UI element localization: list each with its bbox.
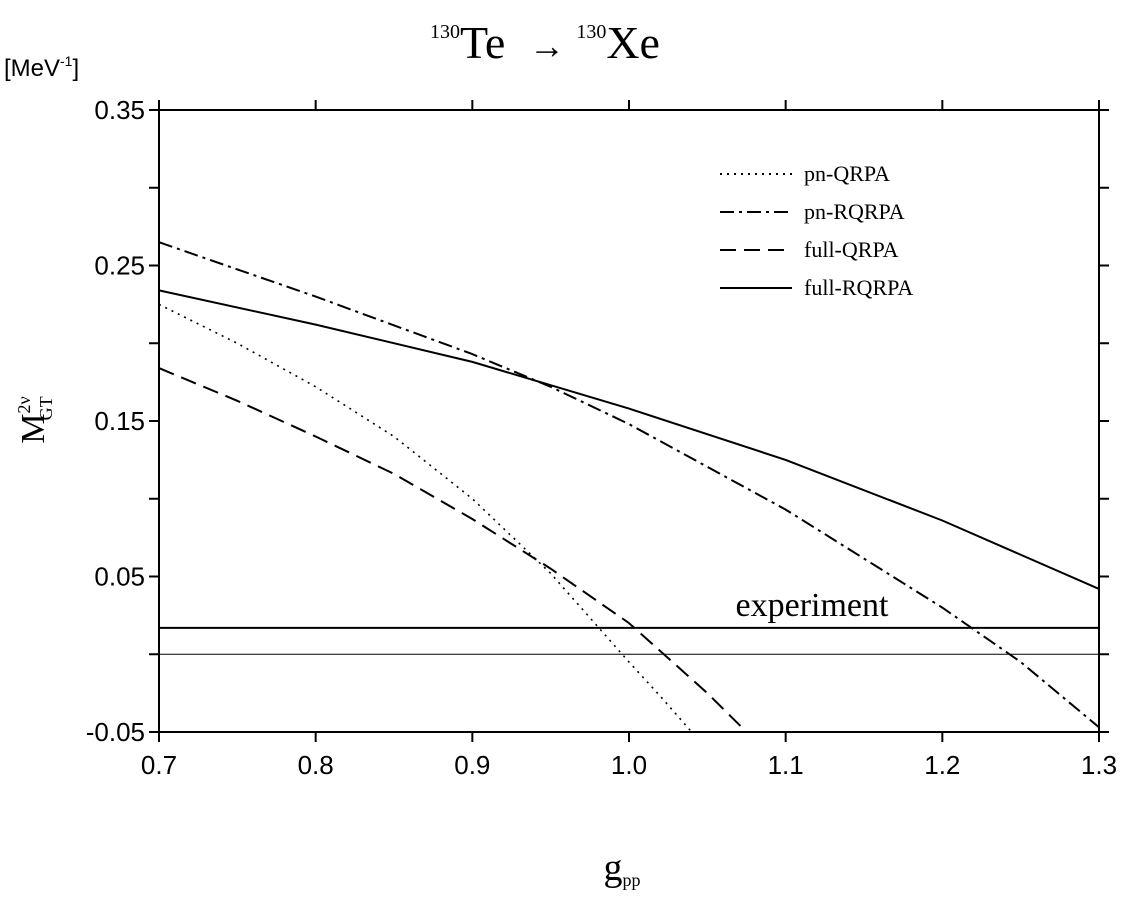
series-lines xyxy=(158,241,1100,733)
axis-ticks xyxy=(149,100,1109,742)
x-axis-label: gpp xyxy=(604,847,641,890)
title-arrow: → xyxy=(529,26,565,66)
unit-label: [MeV-1] xyxy=(4,53,79,82)
unit-label-exponent: -1 xyxy=(60,53,73,69)
reference-lines: experiment xyxy=(159,587,1099,655)
x-tick-label-6: 1.3 xyxy=(1081,750,1117,780)
ref-label-experiment: experiment xyxy=(736,587,889,624)
y-axis-label: M2ν GT xyxy=(14,396,56,443)
ylabel-sub: GT xyxy=(36,396,56,420)
y-tick-label-2: 0.15 xyxy=(94,406,145,436)
x-tick-label-1: 0.8 xyxy=(298,750,334,780)
xlabel-sub: pp xyxy=(623,870,641,890)
chart-title: 130Te → 130Xe xyxy=(430,17,660,68)
ylabel-sup: 2ν xyxy=(14,396,34,413)
ylabel-main: M xyxy=(15,413,52,443)
series-line-full-QRPA xyxy=(158,367,748,733)
legend-label-pn-RQRPA: pn-RQRPA xyxy=(804,199,905,224)
y-tick-label-1: 0.25 xyxy=(94,251,145,281)
axis-tick-labels: 0.7 0.8 0.9 1.0 1.1 1.2 1.3 0.35 0.25 0.15 0.05 -0.… xyxy=(86,95,1117,780)
series-line-pn-QRPA xyxy=(158,303,693,733)
series-line-full-RQRPA xyxy=(158,289,1100,590)
y-tick-label-0: 0.35 xyxy=(94,95,145,125)
legend-label-pn-QRPA: pn-QRPA xyxy=(804,161,890,186)
x-tick-label-2: 0.9 xyxy=(454,750,490,780)
title-to-mass: 130 xyxy=(576,21,606,43)
x-tick-label-0: 0.7 xyxy=(141,750,177,780)
x-tick-label-5: 1.2 xyxy=(924,750,960,780)
legend-label-full-RQRPA: full-RQRPA xyxy=(804,275,913,300)
legend-label-full-QRPA: full-QRPA xyxy=(804,237,899,262)
xlabel-main: g xyxy=(604,847,623,889)
title-to-symbol: Xe xyxy=(606,17,660,68)
x-tick-label-3: 1.0 xyxy=(611,750,647,780)
series-line-pn-RQRPA xyxy=(158,241,1100,729)
y-tick-label-3: 0.05 xyxy=(94,562,145,592)
x-tick-label-4: 1.1 xyxy=(768,750,804,780)
y-tick-label-4: -0.05 xyxy=(86,717,145,747)
title-from-mass: 130 xyxy=(430,21,460,43)
unit-label-prefix: [MeV xyxy=(4,55,60,82)
title-from-symbol: Te xyxy=(460,17,505,68)
legend: pn-QRPA pn-RQRPA full-QRPA full-RQRPA xyxy=(720,161,913,300)
unit-label-suffix: ] xyxy=(72,55,79,82)
plot-frame xyxy=(158,109,1100,733)
